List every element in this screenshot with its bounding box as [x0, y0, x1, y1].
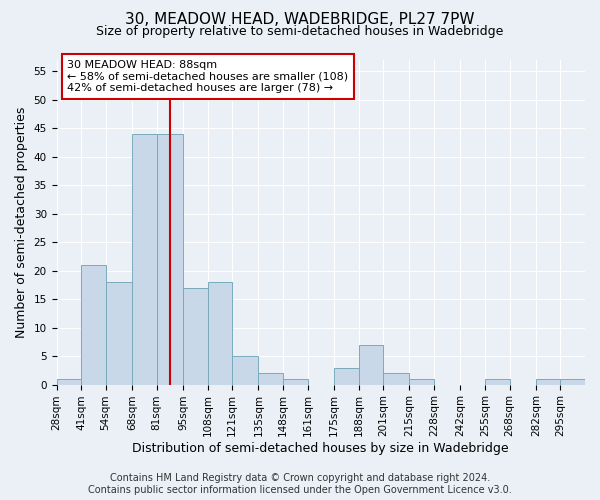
Bar — [183, 288, 208, 384]
Bar — [81, 265, 106, 384]
Text: 30 MEADOW HEAD: 88sqm
← 58% of semi-detached houses are smaller (108)
42% of sem: 30 MEADOW HEAD: 88sqm ← 58% of semi-deta… — [67, 60, 348, 93]
Bar — [283, 379, 308, 384]
Y-axis label: Number of semi-detached properties: Number of semi-detached properties — [15, 106, 28, 338]
Text: Size of property relative to semi-detached houses in Wadebridge: Size of property relative to semi-detach… — [97, 25, 503, 38]
Bar — [409, 379, 434, 384]
Text: Contains HM Land Registry data © Crown copyright and database right 2024.
Contai: Contains HM Land Registry data © Crown c… — [88, 474, 512, 495]
Bar — [560, 379, 585, 384]
Bar — [232, 356, 259, 384]
Bar — [536, 379, 560, 384]
Bar — [157, 134, 183, 384]
Text: 30, MEADOW HEAD, WADEBRIDGE, PL27 7PW: 30, MEADOW HEAD, WADEBRIDGE, PL27 7PW — [125, 12, 475, 28]
Bar — [485, 379, 509, 384]
Bar — [106, 282, 132, 384]
Bar — [132, 134, 157, 384]
Bar — [359, 344, 383, 385]
Bar — [208, 282, 232, 384]
X-axis label: Distribution of semi-detached houses by size in Wadebridge: Distribution of semi-detached houses by … — [133, 442, 509, 455]
Bar — [334, 368, 359, 384]
Bar — [259, 373, 283, 384]
Bar — [56, 379, 81, 384]
Bar — [383, 373, 409, 384]
